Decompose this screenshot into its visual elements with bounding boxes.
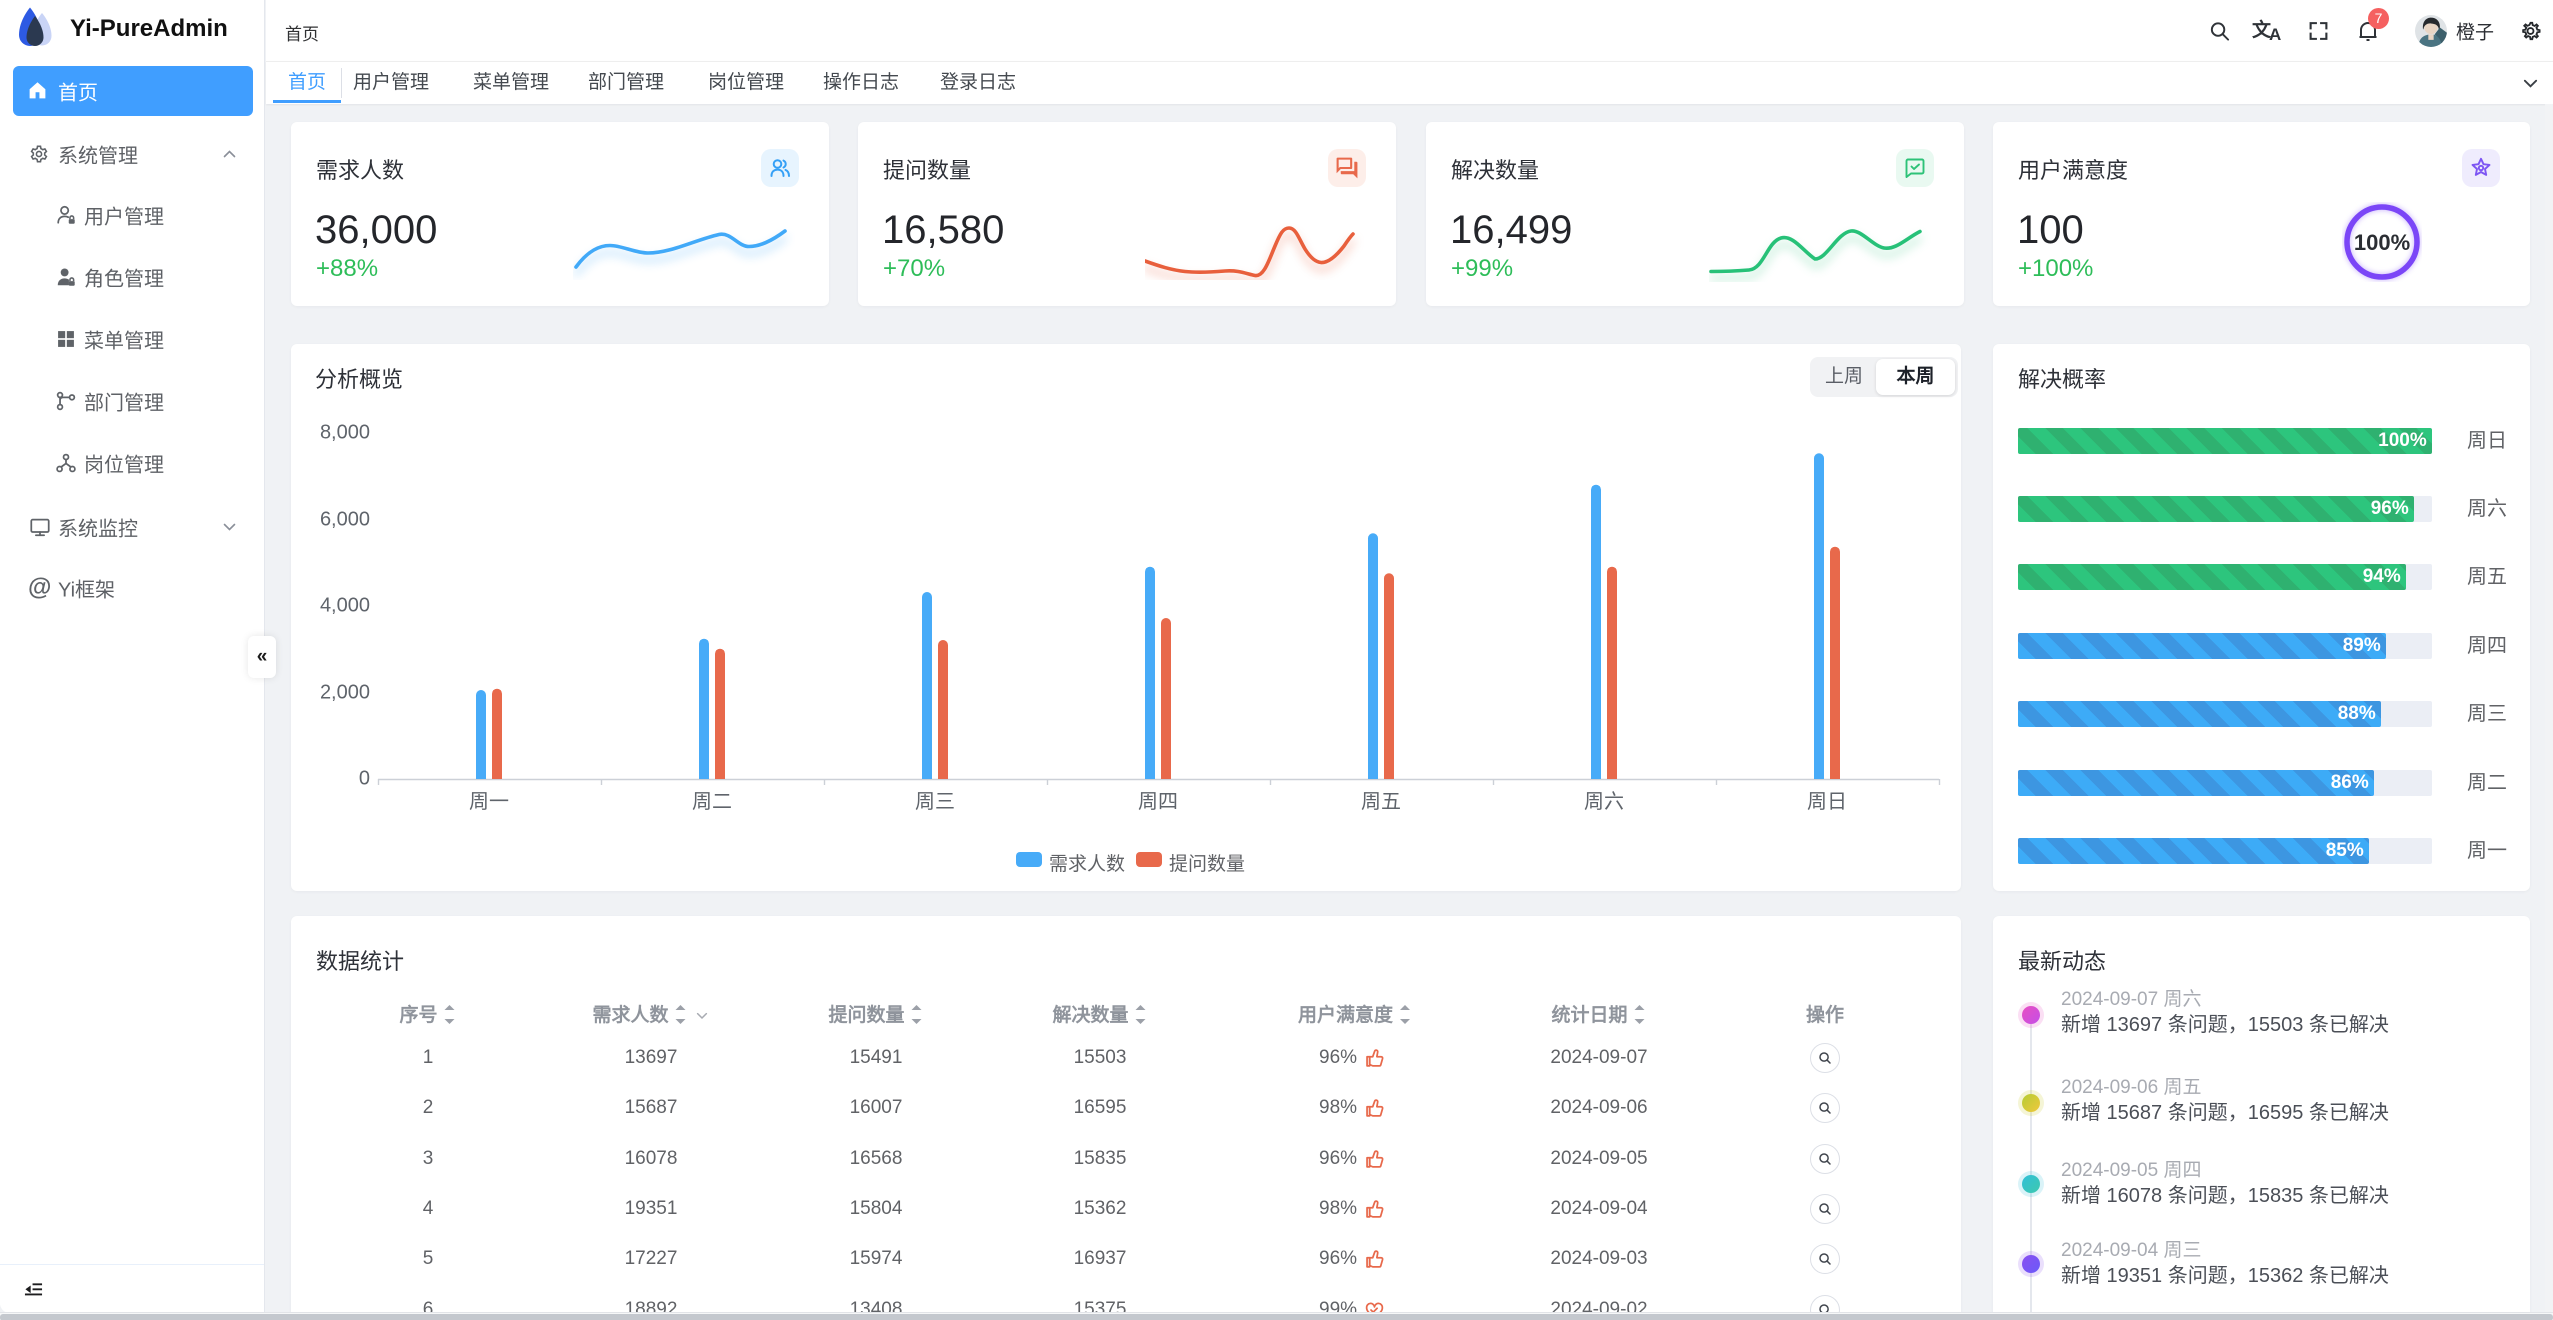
svg-text:100%: 100% — [2354, 230, 2410, 255]
